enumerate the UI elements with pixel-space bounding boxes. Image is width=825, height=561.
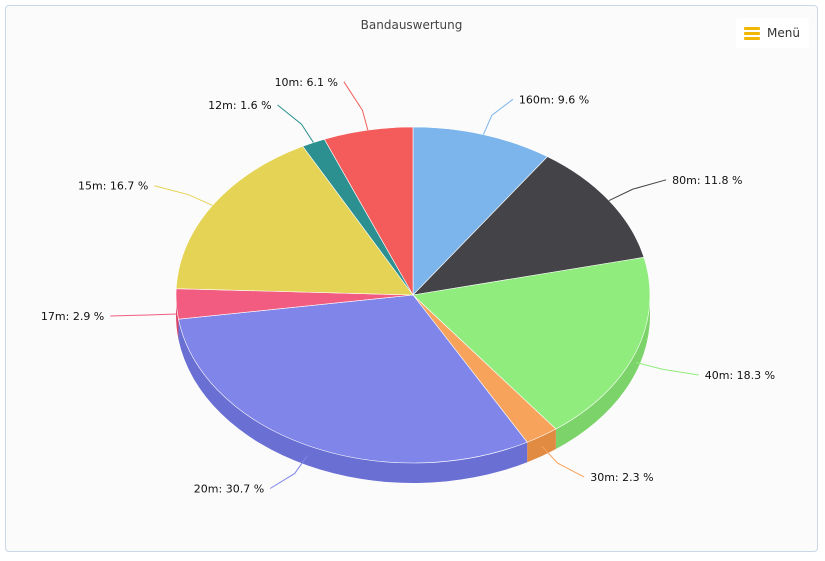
pie-side-30m <box>527 429 556 463</box>
data-label-12m: 12m: 1.6 % <box>208 99 271 112</box>
label-connector-10m <box>343 81 369 131</box>
label-connector-40m <box>635 361 699 376</box>
label-connector-160m <box>482 98 514 135</box>
data-label-80m: 80m: 11.8 % <box>672 174 742 187</box>
label-connector-15m <box>154 185 213 206</box>
pie-labels: 160m: 9.6 % 80m: 11.8 % 40m: 18.3 % 30m: 2.… <box>41 76 775 496</box>
label-connector-20m <box>269 455 308 489</box>
data-label-10m: 10m: 6.1 % <box>275 76 338 89</box>
pie-side-20m <box>178 319 528 483</box>
pie-slice-160m[interactable] <box>412 126 548 296</box>
pie-side-17m <box>176 295 179 340</box>
menu-label: Menü <box>767 26 800 40</box>
pie-slice-40m[interactable] <box>412 256 651 430</box>
hamburger-icon <box>744 26 761 40</box>
data-label-30m: 30m: 2.3 % <box>590 471 653 484</box>
data-label-20m: 20m: 30.7 % <box>194 482 264 495</box>
pie-side-40m <box>555 295 650 450</box>
label-connector-12m <box>277 104 314 143</box>
label-connector-30m <box>541 445 585 478</box>
label-connector-17m <box>110 313 177 317</box>
pie-slice-20m[interactable] <box>178 294 528 464</box>
label-connector-80m <box>608 179 667 202</box>
pie-sides <box>176 295 650 483</box>
data-label-160m: 160m: 9.6 % <box>519 93 589 106</box>
pie-slices <box>175 126 651 464</box>
data-label-17m: 17m: 2.9 % <box>41 310 104 323</box>
data-label-15m: 15m: 16.7 % <box>78 180 148 193</box>
data-label-40m: 40m: 18.3 % <box>705 369 775 382</box>
chart-title: Bandauswertung <box>360 18 463 32</box>
menu-button[interactable]: Menü <box>736 18 809 48</box>
